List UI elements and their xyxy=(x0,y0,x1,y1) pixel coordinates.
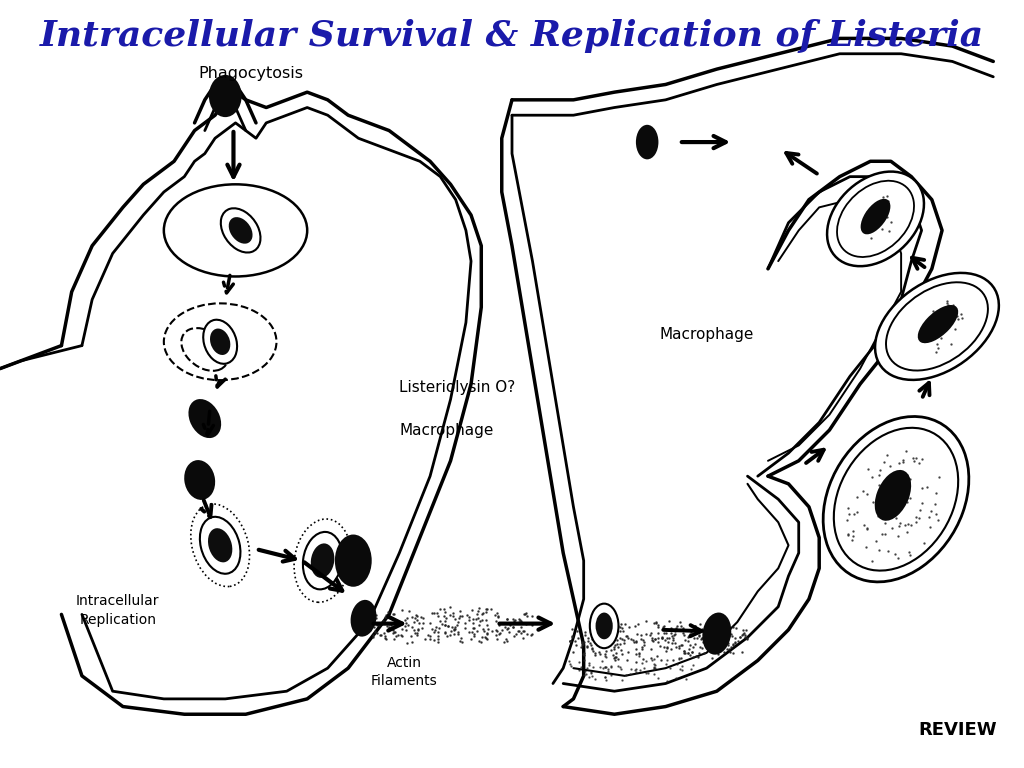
Text: Intracellular Survival & Replication of Listeria: Intracellular Survival & Replication of … xyxy=(40,19,984,53)
Text: Intracellular
Replication: Intracellular Replication xyxy=(76,594,160,627)
Text: Phagocytosis: Phagocytosis xyxy=(199,65,303,81)
Text: Listeriolysin O?: Listeriolysin O? xyxy=(399,380,516,396)
Ellipse shape xyxy=(210,329,230,355)
Ellipse shape xyxy=(303,532,342,589)
Ellipse shape xyxy=(350,600,377,637)
Ellipse shape xyxy=(209,75,242,118)
Ellipse shape xyxy=(827,171,924,266)
Text: REVIEW: REVIEW xyxy=(919,721,996,739)
Ellipse shape xyxy=(876,273,998,380)
Ellipse shape xyxy=(874,470,911,521)
Text: Macrophage: Macrophage xyxy=(659,326,754,342)
Ellipse shape xyxy=(636,125,658,160)
Ellipse shape xyxy=(203,319,238,364)
Ellipse shape xyxy=(164,184,307,276)
Ellipse shape xyxy=(208,528,232,562)
Ellipse shape xyxy=(860,199,891,234)
Ellipse shape xyxy=(335,535,372,587)
Ellipse shape xyxy=(702,613,731,654)
Ellipse shape xyxy=(221,208,260,253)
Ellipse shape xyxy=(918,305,958,343)
Ellipse shape xyxy=(596,613,612,639)
Ellipse shape xyxy=(590,604,618,648)
Ellipse shape xyxy=(200,517,241,574)
Text: Macrophage: Macrophage xyxy=(399,422,494,438)
Ellipse shape xyxy=(228,217,253,243)
Ellipse shape xyxy=(188,399,221,438)
Ellipse shape xyxy=(823,416,969,582)
Text: Actin
Filaments: Actin Filaments xyxy=(371,656,438,688)
Ellipse shape xyxy=(310,544,335,578)
Ellipse shape xyxy=(184,460,215,500)
